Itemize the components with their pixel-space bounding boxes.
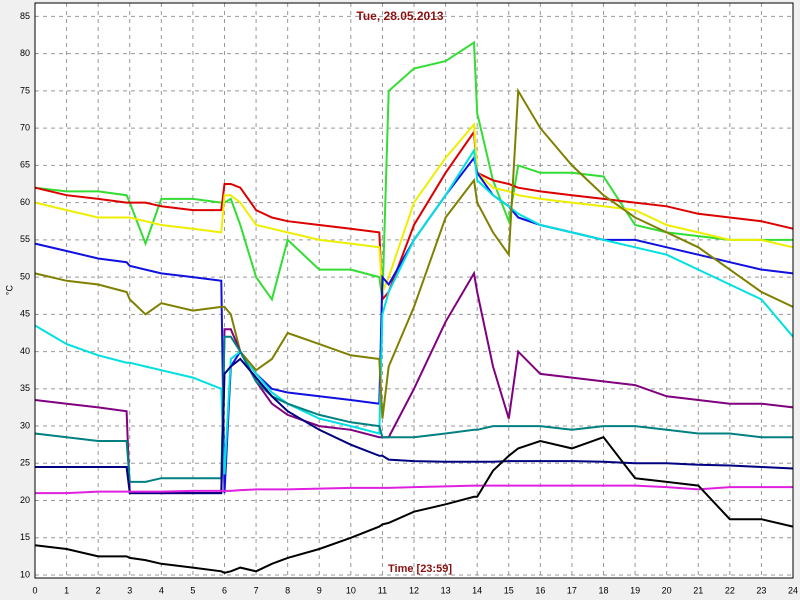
- x-tick-label: 10: [346, 585, 356, 595]
- series-line: [35, 357, 794, 495]
- x-tick-label: 17: [567, 585, 577, 595]
- y-tick-label: 50: [20, 271, 30, 281]
- x-tick-label: 4: [159, 585, 164, 595]
- x-tick-label: 13: [441, 585, 451, 595]
- x-tick-label: 24: [788, 585, 798, 595]
- chart-title: Tue, 28.05.2013: [356, 9, 443, 23]
- x-tick-label: 11: [378, 585, 387, 595]
- y-tick-label: 55: [20, 234, 30, 244]
- x-tick-label: 16: [535, 585, 545, 595]
- series-line: [34, 87, 794, 419]
- y-tick-label: 70: [20, 123, 30, 133]
- series-line: [34, 335, 793, 483]
- x-tick-label: 12: [409, 585, 419, 595]
- y-tick-label: 25: [20, 458, 30, 468]
- lines: [34, 40, 794, 574]
- y-tick-label: 75: [20, 85, 30, 95]
- x-tick-label: 2: [96, 585, 101, 595]
- y-tick-label: 60: [20, 197, 30, 207]
- y-tick-label: 15: [20, 532, 30, 542]
- x-tick-label: 3: [127, 585, 132, 595]
- x-tick-label: 1: [64, 585, 69, 595]
- y-tick-label: 65: [20, 160, 30, 170]
- y-tick-label: 20: [20, 495, 30, 505]
- y-tick-label: 45: [20, 309, 30, 319]
- y-tick-label: 85: [20, 11, 30, 21]
- series-line: [34, 121, 794, 293]
- x-tick-label: 0: [32, 585, 37, 595]
- x-tick-label: 18: [598, 585, 608, 595]
- series-line: [35, 484, 793, 495]
- y-tick-label: 80: [20, 48, 30, 58]
- y-axis-label: °C: [4, 284, 14, 295]
- x-tick-label: 6: [222, 585, 227, 595]
- x-tick-label: 22: [725, 585, 735, 595]
- y-tick-label: 35: [20, 383, 30, 393]
- x-tick-label: 5: [190, 585, 195, 595]
- x-tick-label: 7: [254, 585, 259, 595]
- x-tick-label: 15: [504, 585, 514, 595]
- x-tick-label: 19: [630, 585, 640, 595]
- y-tick-label: 40: [20, 346, 30, 356]
- y-tick-label: 10: [20, 569, 30, 579]
- x-tick-label: 8: [285, 585, 290, 595]
- x-axis-label: Time [23:59]: [388, 563, 452, 575]
- plot-frame: [34, 2, 794, 579]
- x-tick-label: 9: [317, 585, 322, 595]
- x-tick-label: 14: [472, 585, 482, 595]
- x-tick-label: 20: [662, 585, 672, 595]
- x-tick-label: 23: [756, 585, 766, 595]
- series-line: [34, 436, 794, 574]
- x-tick-label: 21: [693, 585, 703, 595]
- y-tick-label: 30: [20, 420, 30, 430]
